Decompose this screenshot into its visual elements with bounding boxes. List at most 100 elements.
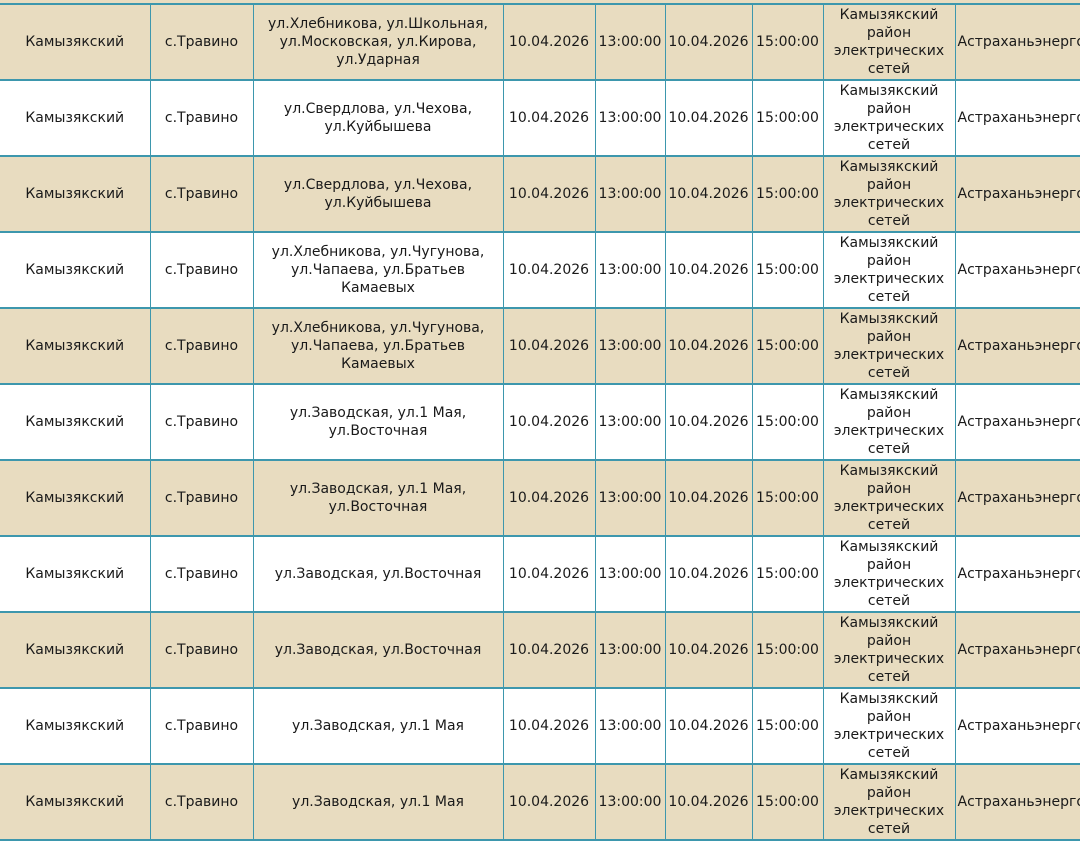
cell-district: Камызякский — [0, 155, 151, 233]
cell-start-time: 13:00:00 — [594, 383, 666, 461]
cell-start-time: 13:00:00 — [594, 307, 666, 385]
cell-end-time: 15:00:00 — [751, 687, 824, 765]
cell-start-date: 10.04.2026 — [502, 155, 596, 233]
table-row: Камызякский с.Травино ул.Хлебникова, ул.… — [0, 3, 1080, 81]
cell-start-date: 10.04.2026 — [502, 79, 596, 157]
cell-start-date: 10.04.2026 — [502, 611, 596, 689]
cell-end-time: 15:00:00 — [751, 763, 824, 841]
cell-grid-organization: Камызякский район электрических сетей — [822, 459, 956, 537]
cell-grid-organization: Камызякский район электрических сетей — [822, 79, 956, 157]
cell-settlement: с.Травино — [149, 307, 254, 385]
cell-streets: ул.Заводская, ул.Восточная — [252, 535, 504, 613]
cell-end-date: 10.04.2026 — [664, 3, 753, 81]
cell-end-time: 15:00:00 — [751, 611, 824, 689]
cell-end-date: 10.04.2026 — [664, 459, 753, 537]
cell-start-date: 10.04.2026 — [502, 763, 596, 841]
cell-district: Камызякский — [0, 459, 151, 537]
cell-district: Камызякский — [0, 231, 151, 309]
cell-settlement: с.Травино — [149, 535, 254, 613]
cell-end-time: 15:00:00 — [751, 459, 824, 537]
cell-start-date: 10.04.2026 — [502, 231, 596, 309]
cell-start-time: 13:00:00 — [594, 611, 666, 689]
cell-streets: ул.Заводская, ул.1 Мая — [252, 687, 504, 765]
cell-settlement: с.Травино — [149, 155, 254, 233]
table-row: Камызякский с.Травино ул.Свердлова, ул.Ч… — [0, 79, 1080, 157]
power-outage-table: Камызякский с.Травино ул.Хлебникова, ул.… — [0, 3, 1080, 841]
cell-streets: ул.Свердлова, ул.Чехова, ул.Куйбышева — [252, 79, 504, 157]
table-row: Камызякский с.Травино ул.Заводская, ул.1… — [0, 383, 1080, 461]
cell-streets: ул.Заводская, ул.1 Мая — [252, 763, 504, 841]
cell-streets: ул.Хлебникова, ул.Чугунова, ул.Чапаева, … — [252, 231, 504, 309]
cell-settlement: с.Травино — [149, 231, 254, 309]
table-row: Камызякский с.Травино ул.Заводская, ул.В… — [0, 535, 1080, 613]
cell-start-time: 13:00:00 — [594, 687, 666, 765]
cell-grid-organization: Камызякский район электрических сетей — [822, 611, 956, 689]
cell-district: Камызякский — [0, 535, 151, 613]
table-row: Камызякский с.Травино ул.Хлебникова, ул.… — [0, 231, 1080, 309]
cell-district: Камызякский — [0, 611, 151, 689]
cell-end-date: 10.04.2026 — [664, 79, 753, 157]
cell-company: Астраханьэнерго — [954, 307, 1080, 385]
cell-end-date: 10.04.2026 — [664, 307, 753, 385]
cell-settlement: с.Травино — [149, 687, 254, 765]
cell-start-date: 10.04.2026 — [502, 307, 596, 385]
cell-settlement: с.Травино — [149, 3, 254, 81]
cell-start-time: 13:00:00 — [594, 459, 666, 537]
cell-streets: ул.Хлебникова, ул.Чугунова, ул.Чапаева, … — [252, 307, 504, 385]
table-row: Камызякский с.Травино ул.Заводская, ул.1… — [0, 459, 1080, 537]
cell-district: Камызякский — [0, 307, 151, 385]
cell-streets: ул.Заводская, ул.1 Мая, ул.Восточная — [252, 459, 504, 537]
cell-start-time: 13:00:00 — [594, 155, 666, 233]
cell-start-date: 10.04.2026 — [502, 459, 596, 537]
cell-end-date: 10.04.2026 — [664, 763, 753, 841]
cell-end-date: 10.04.2026 — [664, 231, 753, 309]
cell-start-time: 13:00:00 — [594, 79, 666, 157]
cell-grid-organization: Камызякский район электрических сетей — [822, 535, 956, 613]
cell-company: Астраханьэнерго — [954, 459, 1080, 537]
cell-company: Астраханьэнерго — [954, 611, 1080, 689]
cell-settlement: с.Травино — [149, 459, 254, 537]
cell-start-time: 13:00:00 — [594, 763, 666, 841]
cell-end-time: 15:00:00 — [751, 307, 824, 385]
cropped-row-top-sliver — [0, 0, 1080, 3]
cell-company: Астраханьэнерго — [954, 155, 1080, 233]
cell-company: Астраханьэнерго — [954, 687, 1080, 765]
cell-grid-organization: Камызякский район электрических сетей — [822, 231, 956, 309]
cell-start-time: 13:00:00 — [594, 3, 666, 81]
cell-start-date: 10.04.2026 — [502, 3, 596, 81]
cell-district: Камызякский — [0, 3, 151, 81]
cell-company: Астраханьэнерго — [954, 79, 1080, 157]
cell-start-time: 13:00:00 — [594, 535, 666, 613]
cell-start-date: 10.04.2026 — [502, 687, 596, 765]
cell-end-time: 15:00:00 — [751, 79, 824, 157]
cell-start-date: 10.04.2026 — [502, 383, 596, 461]
cell-grid-organization: Камызякский район электрических сетей — [822, 307, 956, 385]
cell-start-time: 13:00:00 — [594, 231, 666, 309]
cell-settlement: с.Травино — [149, 383, 254, 461]
table-row: Камызякский с.Травино ул.Хлебникова, ул.… — [0, 307, 1080, 385]
cell-end-time: 15:00:00 — [751, 231, 824, 309]
cell-district: Камызякский — [0, 79, 151, 157]
cell-district: Камызякский — [0, 763, 151, 841]
cell-company: Астраханьэнерго — [954, 3, 1080, 81]
cell-end-time: 15:00:00 — [751, 383, 824, 461]
cell-settlement: с.Травино — [149, 763, 254, 841]
cell-end-date: 10.04.2026 — [664, 687, 753, 765]
cell-district: Камызякский — [0, 383, 151, 461]
cell-start-date: 10.04.2026 — [502, 535, 596, 613]
cell-grid-organization: Камызякский район электрических сетей — [822, 3, 956, 81]
cell-company: Астраханьэнерго — [954, 231, 1080, 309]
cell-end-time: 15:00:00 — [751, 535, 824, 613]
cell-end-date: 10.04.2026 — [664, 611, 753, 689]
cell-grid-organization: Камызякский район электрических сетей — [822, 383, 956, 461]
cell-streets: ул.Хлебникова, ул.Школьная, ул.Московска… — [252, 3, 504, 81]
cell-end-time: 15:00:00 — [751, 155, 824, 233]
cell-settlement: с.Травино — [149, 79, 254, 157]
cell-company: Астраханьэнерго — [954, 763, 1080, 841]
table-row: Камызякский с.Травино ул.Заводская, ул.1… — [0, 687, 1080, 765]
cell-end-time: 15:00:00 — [751, 3, 824, 81]
cell-end-date: 10.04.2026 — [664, 155, 753, 233]
cell-grid-organization: Камызякский район электрических сетей — [822, 155, 956, 233]
table-row: Камызякский с.Травино ул.Свердлова, ул.Ч… — [0, 155, 1080, 233]
cell-district: Камызякский — [0, 687, 151, 765]
